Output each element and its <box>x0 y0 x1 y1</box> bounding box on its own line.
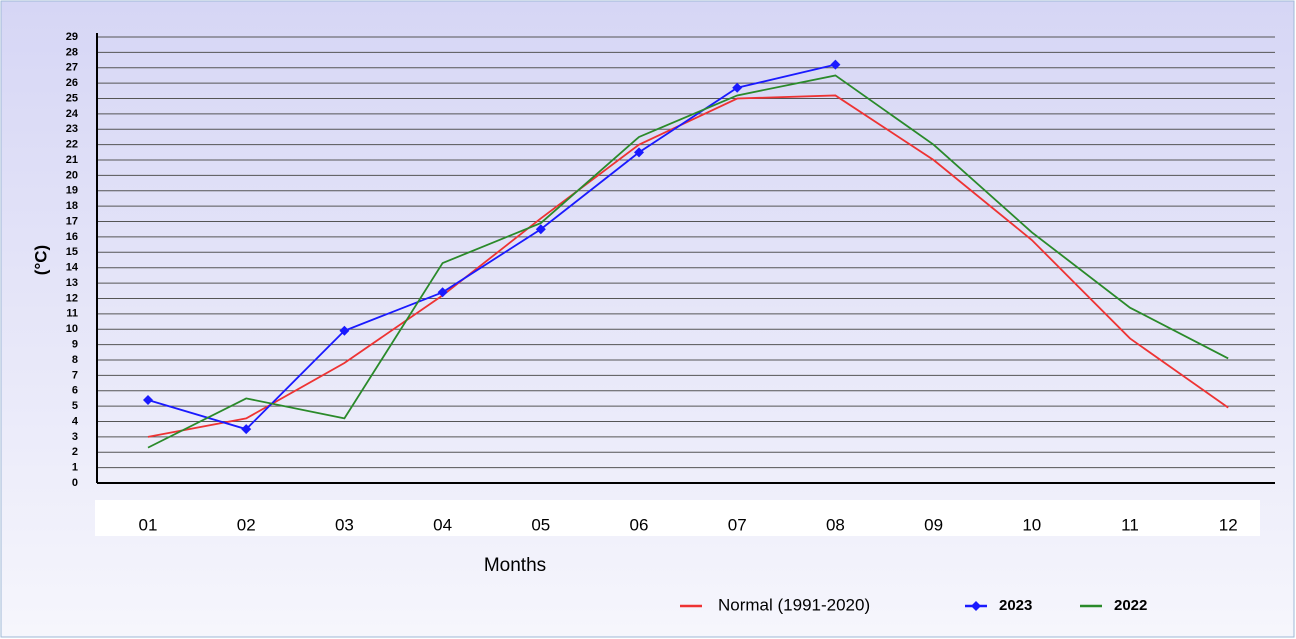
x-tick-label: 01 <box>139 515 158 534</box>
y-tick-label: 0 <box>72 477 78 489</box>
x-tick-label: 02 <box>237 515 256 534</box>
y-tick-label: 21 <box>66 154 78 166</box>
y-tick-label: 24 <box>66 108 79 120</box>
x-tick-label: 06 <box>630 515 649 534</box>
y-tick-label: 2 <box>72 446 78 458</box>
y-tick-label: 13 <box>66 277 78 289</box>
y-axis-label: (°C) <box>31 245 50 275</box>
label-band <box>95 500 1260 536</box>
y-tick-label: 6 <box>72 385 78 397</box>
y-tick-label: 22 <box>66 139 78 151</box>
x-tick-label: 11 <box>1121 515 1139 534</box>
y-tick-label: 25 <box>66 92 78 104</box>
x-tick-label: 10 <box>1022 515 1041 534</box>
legend-label: 2022 <box>1114 597 1147 614</box>
legend-label: 2023 <box>999 597 1032 614</box>
x-tick-label: 05 <box>531 515 550 534</box>
x-axis-label: Months <box>484 555 546 576</box>
y-tick-label: 3 <box>72 431 78 443</box>
y-tick-label: 23 <box>66 123 78 135</box>
y-tick-label: 12 <box>66 292 78 304</box>
y-tick-label: 11 <box>66 308 78 320</box>
y-tick-label: 19 <box>66 185 78 197</box>
y-tick-label: 16 <box>66 231 78 243</box>
y-tick-label: 15 <box>66 246 78 258</box>
y-tick-label: 20 <box>66 169 78 181</box>
y-tick-label: 10 <box>66 323 78 335</box>
y-tick-label: 5 <box>72 400 78 412</box>
frame <box>1 1 1294 637</box>
y-tick-label: 18 <box>66 200 78 212</box>
y-tick-label: 29 <box>66 31 78 43</box>
x-tick-label: 12 <box>1219 515 1238 534</box>
y-tick-label: 28 <box>66 46 78 58</box>
x-tick-label: 04 <box>433 515 452 534</box>
chart: (°C) Months 0123456789101112131415161718… <box>0 0 1296 639</box>
y-tick-label: 27 <box>66 62 78 74</box>
y-tick-label: 7 <box>72 369 78 381</box>
x-tick-label: 07 <box>728 515 747 534</box>
y-tick-label: 8 <box>72 354 78 366</box>
y-tick-label: 9 <box>72 338 78 350</box>
x-tick-label: 08 <box>826 515 845 534</box>
y-tick-label: 4 <box>72 415 79 427</box>
y-tick-label: 26 <box>66 77 78 89</box>
x-tick-label: 09 <box>924 515 943 534</box>
legend-label: Normal (1991-2020) <box>718 595 870 614</box>
y-tick-label: 1 <box>72 462 78 474</box>
x-tick-label: 03 <box>335 515 354 534</box>
y-tick-label: 14 <box>66 262 79 274</box>
y-tick-label: 17 <box>66 215 78 227</box>
